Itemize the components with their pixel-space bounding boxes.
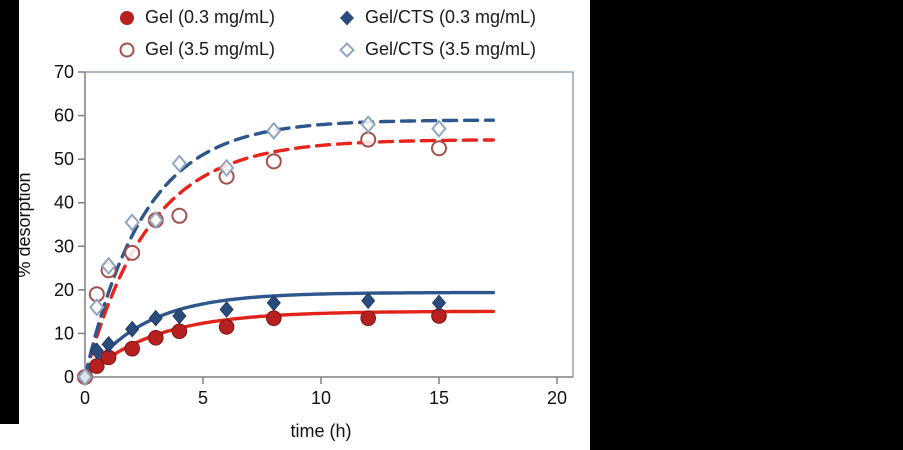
marker-filled-diamond bbox=[148, 309, 163, 327]
y-tick-label: 70 bbox=[54, 62, 74, 82]
legend-label: Gel (0.3 mg/mL) bbox=[145, 7, 276, 27]
legend-label: Gel (3.5 mg/mL) bbox=[145, 39, 276, 59]
fit-curve-open-diamond bbox=[83, 118, 495, 379]
y-tick-label: 40 bbox=[54, 193, 74, 213]
marker-open-diamond bbox=[124, 213, 140, 232]
marker-open-circle bbox=[124, 244, 141, 261]
x-tick-label: 10 bbox=[311, 388, 331, 408]
y-tick-label: 10 bbox=[54, 323, 74, 343]
marker-filled-circle bbox=[360, 310, 377, 326]
marker-open-diamond bbox=[360, 115, 376, 134]
legend-label: Gel/CTS (0.3 mg/mL) bbox=[365, 7, 537, 27]
y-tick-label: 50 bbox=[54, 149, 74, 169]
marker-open-diamond bbox=[77, 367, 93, 387]
marker-filled-circle bbox=[148, 329, 164, 346]
y-tick-label: 30 bbox=[54, 236, 74, 256]
marker-filled-diamond bbox=[172, 307, 187, 325]
marker-open-diamond bbox=[100, 256, 117, 276]
x-tick-label: 0 bbox=[80, 388, 90, 408]
x-tick-label: 20 bbox=[547, 388, 567, 408]
desorption-chart: 0 10 20 30 40 50 60 70 0 5 10 15 20 Gel (0.3 mg/mL) … bbox=[14, 7, 574, 441]
legend-entry-gelcts-3.5: Gel/CTS (3.5 mg/mL) bbox=[338, 39, 536, 60]
marker-open-diamond bbox=[171, 154, 188, 173]
y-tick-label: 60 bbox=[54, 106, 74, 126]
marker-filled-diamond bbox=[101, 335, 116, 353]
marker-open-circle bbox=[171, 207, 188, 224]
plot-svg: 0 10 20 30 40 50 60 70 0 5 10 15 20 bbox=[54, 62, 574, 408]
fit-curve-filled-diamond bbox=[83, 290, 495, 379]
legend-entry-gelcts-0.3: Gel/CTS (0.3 mg/mL) bbox=[338, 7, 536, 28]
x-tick-label: 5 bbox=[198, 388, 208, 408]
marker-filled-diamond bbox=[266, 294, 281, 312]
x-axis-label: time (h) bbox=[290, 421, 352, 441]
marker-open-circle bbox=[431, 140, 447, 157]
x-tick-label: 15 bbox=[429, 388, 449, 408]
letterbox-left bbox=[0, 0, 19, 424]
marker-filled-diamond bbox=[89, 342, 104, 360]
marker-open-circle bbox=[265, 153, 282, 170]
marker-open-diamond bbox=[89, 298, 105, 317]
plot-frame-top-right bbox=[85, 71, 574, 377]
marker-filled-circle bbox=[218, 319, 235, 335]
legend-entry-gel-3.5: Gel (3.5 mg/mL) bbox=[118, 39, 275, 60]
marker-open-diamond bbox=[431, 119, 447, 138]
marker-filled-circle bbox=[171, 323, 188, 340]
y-tick-label: 20 bbox=[54, 280, 74, 300]
marker-open-diamond bbox=[266, 121, 282, 140]
marker-open-circle bbox=[360, 131, 377, 148]
open-circle-icon bbox=[119, 42, 135, 57]
filled-diamond-icon bbox=[340, 10, 354, 25]
letterbox-right bbox=[590, 0, 903, 450]
open-diamond-icon bbox=[339, 41, 355, 58]
marker-filled-circle bbox=[266, 310, 282, 326]
legend-entry-gel-0.3: Gel (0.3 mg/mL) bbox=[118, 7, 275, 28]
marker-filled-diamond bbox=[431, 294, 447, 312]
filled-circle-icon bbox=[120, 10, 134, 25]
marker-filled-circle bbox=[124, 340, 140, 357]
legend-label: Gel/CTS (3.5 mg/mL) bbox=[365, 39, 537, 59]
marker-filled-diamond bbox=[361, 292, 376, 310]
marker-open-diamond bbox=[148, 210, 164, 230]
marker-filled-diamond bbox=[125, 320, 140, 338]
marker-open-diamond bbox=[218, 158, 235, 178]
marker-filled-diamond bbox=[219, 301, 234, 318]
y-tick-label: 0 bbox=[64, 367, 74, 387]
fit-curve-open-circle bbox=[83, 138, 495, 379]
